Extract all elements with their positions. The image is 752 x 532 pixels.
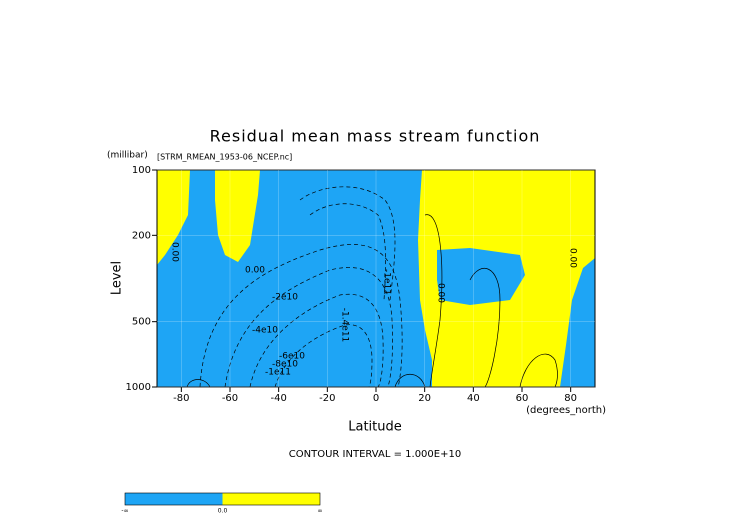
colorbar-swatch bbox=[222, 493, 320, 505]
y-tick-label: 100 bbox=[132, 165, 151, 176]
contour-line bbox=[249, 293, 384, 387]
x-tick-label: 80 bbox=[564, 393, 577, 404]
contour-label: -8e10 bbox=[272, 360, 298, 370]
colorbar-label: 0.0 bbox=[218, 508, 228, 515]
colorbar-frame bbox=[124, 492, 321, 506]
contour-label: 0.00 bbox=[245, 266, 265, 276]
contour-label: -1e11 bbox=[382, 269, 392, 295]
positive-region bbox=[215, 170, 260, 262]
contour-line bbox=[309, 203, 386, 301]
contour-lines bbox=[199, 186, 403, 387]
contour-label: 0.00 bbox=[170, 242, 180, 262]
x-tick-label: -60 bbox=[222, 393, 238, 404]
contour-label: -1e11 bbox=[265, 368, 291, 378]
contour-line bbox=[224, 267, 393, 387]
contour-line bbox=[186, 379, 211, 387]
y-unit: (millibar) bbox=[107, 151, 148, 161]
colorbar-label: ∞ bbox=[318, 508, 323, 515]
negative-region bbox=[437, 248, 525, 305]
y-tick-label: 1000 bbox=[126, 382, 151, 393]
contour-line bbox=[274, 324, 373, 387]
contour-lines bbox=[186, 214, 558, 387]
contour-label: 0.00 bbox=[436, 283, 446, 303]
x-tick-label: -80 bbox=[173, 393, 189, 404]
chart-title: Residual mean mass stream function bbox=[210, 127, 541, 146]
colorbar-swatch bbox=[125, 493, 223, 505]
y-tick-label: 500 bbox=[132, 317, 151, 328]
positive-region bbox=[157, 170, 190, 265]
contour-line bbox=[519, 353, 558, 387]
x-axis-label: Latitude bbox=[348, 420, 402, 435]
x-unit: (degrees_north) bbox=[526, 405, 606, 416]
contour-label: -6e10 bbox=[279, 352, 305, 362]
contour-label: -4e10 bbox=[252, 326, 278, 336]
contour-label: -2e10 bbox=[272, 293, 298, 303]
contour-interval-note: CONTOUR INTERVAL = 1.000E+10 bbox=[289, 449, 461, 460]
x-tick-label: -20 bbox=[319, 393, 335, 404]
contour-label: 0.00 bbox=[568, 248, 578, 268]
contour-line bbox=[199, 244, 403, 387]
contour-line bbox=[394, 373, 426, 387]
x-tick-label: 0 bbox=[373, 393, 379, 404]
colorbar: -∞ 0.0 ∞ bbox=[121, 492, 323, 515]
y-tick-label: 200 bbox=[132, 230, 151, 241]
x-tick-label: -40 bbox=[270, 393, 286, 404]
contour-line bbox=[469, 268, 501, 387]
contour-line bbox=[424, 214, 443, 387]
colorbar-label: -∞ bbox=[121, 508, 128, 515]
contour-field bbox=[157, 170, 595, 387]
x-tick-label: 40 bbox=[467, 393, 480, 404]
x-tick-label: 20 bbox=[418, 393, 431, 404]
x-tick-label: 60 bbox=[516, 393, 529, 404]
y-axis-label: Level bbox=[110, 261, 125, 295]
subtitle: [STRM_RMEAN_1953-06_NCEP.nc] bbox=[157, 153, 292, 162]
contour-label: -1.4e11 bbox=[340, 308, 350, 343]
